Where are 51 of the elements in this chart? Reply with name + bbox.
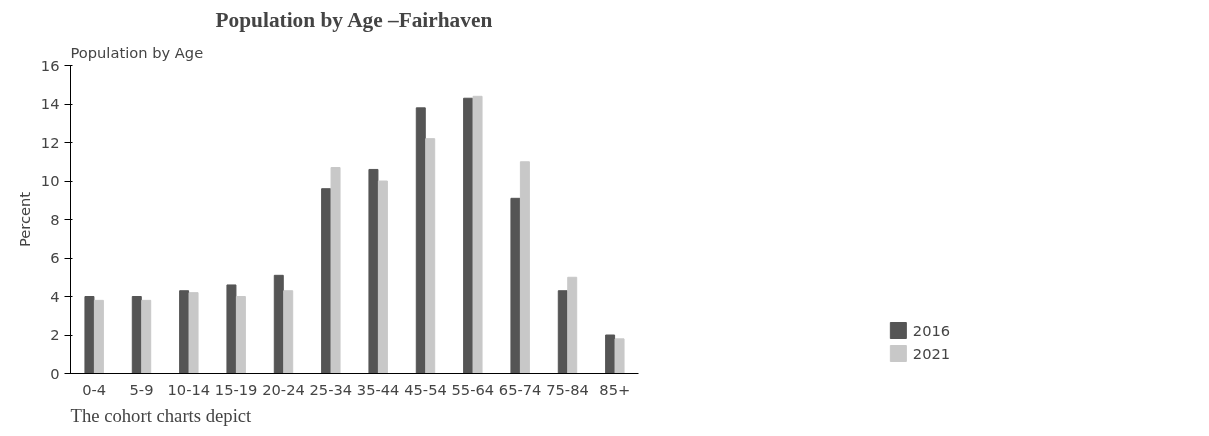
bar [605,334,616,374]
x-tick-label: 5-9 [129,380,154,398]
bar [614,338,625,374]
bar [472,95,483,374]
x-tick-label: 65-74 [498,380,542,398]
chart-subtitle: Population by Age [70,43,204,61]
x-tick-label: 20-24 [262,380,305,398]
y-axis-title: Percent [15,191,33,248]
x-tick-label: 85+ [599,380,631,398]
bar [321,188,332,374]
y-tick-label: 16 [40,56,60,74]
bar [368,168,379,374]
text: The cohort charts depict [70,404,253,426]
bar [330,167,341,374]
y-tick-label: 10 [40,172,60,189]
bar [141,299,152,374]
bar [415,107,426,374]
y-tick-label: 6 [50,249,60,266]
x-tick-label: 15-19 [214,380,258,398]
x-tick-label: 55-64 [451,380,495,398]
bar [283,290,294,374]
bar [463,97,474,374]
y-tick-label: 8 [50,210,60,228]
y-tick-label: 4 [50,287,60,305]
legend-label: 2016 [912,321,951,339]
x-tick-label: 25-34 [309,380,353,398]
legend-label: 2021 [912,344,951,362]
y-tick-label: 0 [50,364,60,382]
bar [273,274,284,374]
bar [226,284,237,374]
x-tick-label: 35-44 [356,380,400,398]
bar [188,292,199,374]
bar [425,138,436,374]
bar [519,161,530,374]
bar [235,296,246,374]
chart-title: Population by Age –Fairhaven [215,7,493,32]
bar [84,296,95,374]
bar [179,290,190,374]
bar [93,299,104,374]
bar [567,276,578,374]
y-tick-label: 14 [40,95,60,112]
bar [510,197,521,374]
bar [377,180,388,374]
y-tick-label: 2 [50,326,60,343]
x-tick-label: 0-4 [82,380,107,398]
x-tick-label: 10-14 [167,380,211,398]
bar [131,296,142,374]
x-tick-label: 45-54 [404,380,447,398]
y-tick-label: 12 [40,133,60,151]
bar [557,290,568,374]
x-tick-label: 75-84 [546,380,589,398]
